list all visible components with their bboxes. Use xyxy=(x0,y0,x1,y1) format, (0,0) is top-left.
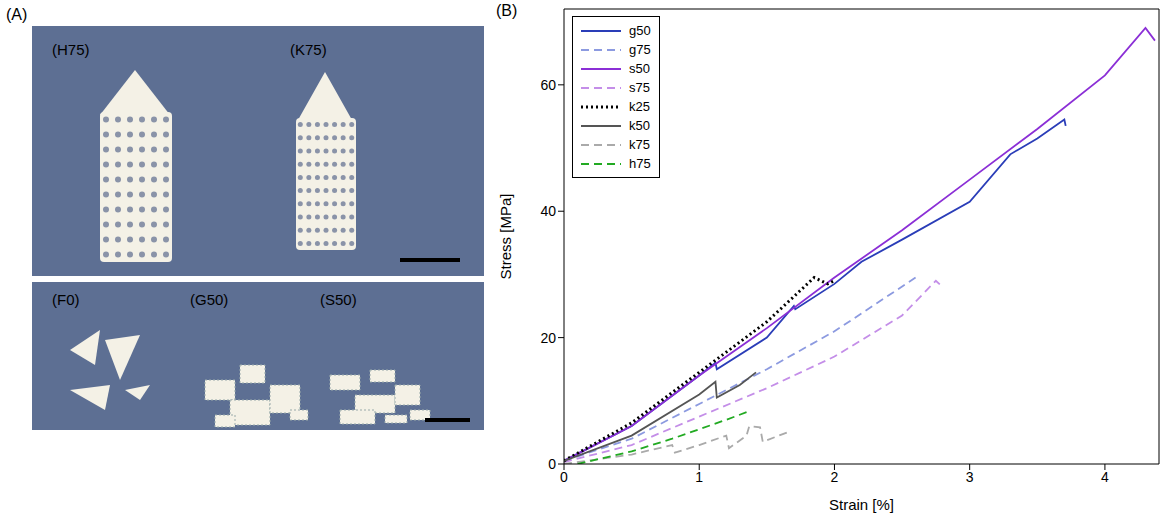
svg-text:0: 0 xyxy=(548,456,556,472)
svg-text:(A): (A) xyxy=(6,6,27,23)
html-text:k50: k50 xyxy=(629,118,650,133)
html-text:g50: g50 xyxy=(629,23,651,38)
html-text:s50: s50 xyxy=(629,61,650,76)
svg-text:60: 60 xyxy=(540,77,556,93)
html-text:k25: k25 xyxy=(629,99,650,114)
html-text:h75: h75 xyxy=(629,156,651,171)
svg-text:0: 0 xyxy=(560,469,568,485)
svg-text:20: 20 xyxy=(540,330,556,346)
svg-text:4: 4 xyxy=(1101,469,1109,485)
svg-text:(S50): (S50) xyxy=(320,291,357,308)
html-text:(B): (B) xyxy=(496,2,518,19)
svg-text:(G50): (G50) xyxy=(190,291,228,308)
svg-text:(H75): (H75) xyxy=(52,41,90,58)
svg-text:3: 3 xyxy=(966,469,974,485)
html-text:s75: s75 xyxy=(629,80,650,95)
svg-text:2: 2 xyxy=(831,469,839,485)
html-text:g75: g75 xyxy=(629,42,651,57)
svg-text:Stress [MPa]: Stress [MPa] xyxy=(497,194,514,280)
svg-text:(K75): (K75) xyxy=(290,41,327,58)
html-text:k75: k75 xyxy=(629,137,650,152)
svg-text:(F0): (F0) xyxy=(52,291,80,308)
svg-text:40: 40 xyxy=(540,203,556,219)
svg-text:1: 1 xyxy=(695,469,703,485)
svg-text:Strain [%]: Strain [%] xyxy=(829,496,894,513)
